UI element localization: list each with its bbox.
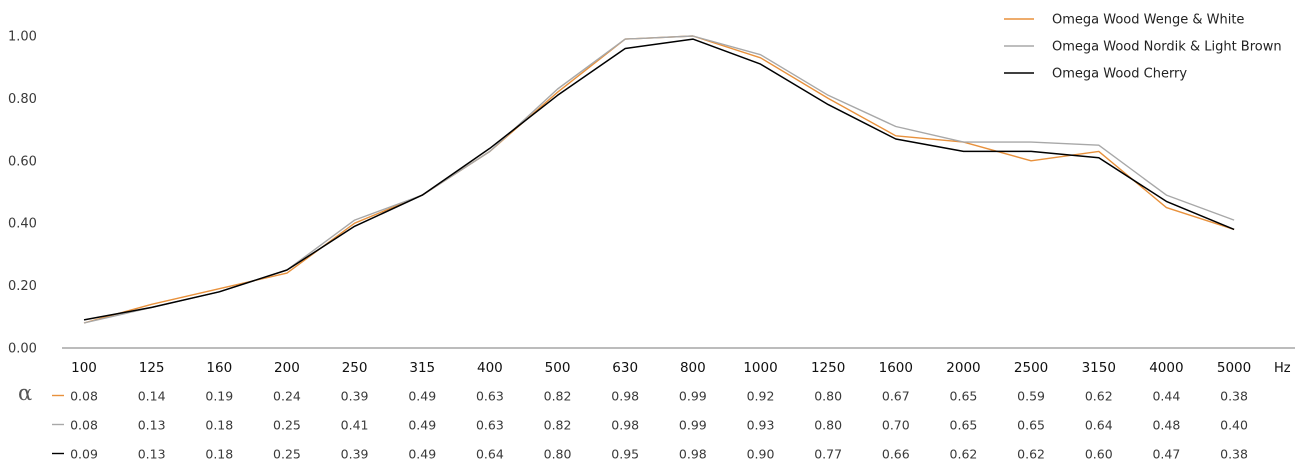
table-cell: 0.80 xyxy=(814,418,842,433)
table-cell: 0.98 xyxy=(611,418,639,433)
x-tick-label: 100 xyxy=(71,360,97,376)
table-cell: 0.13 xyxy=(138,447,166,462)
table-cell: 0.77 xyxy=(814,447,842,462)
table-cell: 0.64 xyxy=(476,447,504,462)
table-cell: 0.18 xyxy=(205,447,233,462)
y-tick-label: 0.00 xyxy=(8,342,37,357)
x-tick-label: 1600 xyxy=(879,360,913,376)
table-cell: 0.08 xyxy=(70,389,98,404)
value-table: α Hz 0.08 0.14 0.19 0.24 0.39 0.49 0.63 0.82 0.9… xyxy=(18,361,1291,462)
x-tick-label: 315 xyxy=(409,360,435,376)
table-cell: 0.38 xyxy=(1220,447,1248,462)
y-tick-label: 0.80 xyxy=(8,92,37,107)
table-cell: 0.24 xyxy=(273,389,301,404)
table-cell: 0.63 xyxy=(476,389,504,404)
x-tick-label: 3150 xyxy=(1082,360,1116,376)
table-cell: 0.18 xyxy=(205,418,233,433)
x-axis: 100 125 160 200 250 315 400 500 630 800 1000 1250 16… xyxy=(62,347,1295,376)
table-cell: 0.99 xyxy=(679,418,707,433)
x-tick-label: 2500 xyxy=(1014,360,1048,376)
table-cell: 0.25 xyxy=(273,418,301,433)
y-tick-label: 0.40 xyxy=(8,217,37,232)
y-tick-label: 0.20 xyxy=(8,279,37,294)
legend-label: Omega Wood Nordik & Light Brown xyxy=(1052,40,1282,55)
x-tick-label: 500 xyxy=(545,360,571,376)
table-cell: 0.93 xyxy=(747,418,775,433)
table-cell: 0.62 xyxy=(950,447,978,462)
table-cell: 0.60 xyxy=(1085,447,1113,462)
x-unit-label: Hz xyxy=(1274,361,1291,376)
table-cell: 0.66 xyxy=(882,447,910,462)
series-lines xyxy=(83,35,1235,324)
table-cell: 0.98 xyxy=(679,447,707,462)
y-tick-label: 0.60 xyxy=(8,154,37,169)
table-cell: 0.49 xyxy=(408,418,436,433)
table-cell: 0.70 xyxy=(882,418,910,433)
table-cell: 0.08 xyxy=(70,418,98,433)
alpha-symbol: α xyxy=(18,381,32,405)
table-cell: 0.39 xyxy=(341,447,369,462)
table-cell: 0.95 xyxy=(611,447,639,462)
x-tick-label: 5000 xyxy=(1217,360,1251,376)
table-cell: 0.65 xyxy=(950,418,978,433)
table-cell: 0.62 xyxy=(1085,389,1113,404)
table-cell: 0.65 xyxy=(1017,418,1045,433)
legend-label: Omega Wood Wenge & White xyxy=(1052,13,1244,28)
table-cell: 0.62 xyxy=(1017,447,1045,462)
x-tick-label: 1250 xyxy=(811,360,845,376)
table-cell: 0.65 xyxy=(950,389,978,404)
table-cell: 0.14 xyxy=(138,389,166,404)
table-cell: 0.67 xyxy=(882,389,910,404)
table-cell: 0.44 xyxy=(1152,389,1180,404)
table-cell: 0.92 xyxy=(747,389,775,404)
table-cell: 0.09 xyxy=(70,447,98,462)
table-cell: 0.19 xyxy=(205,389,233,404)
table-cell: 0.38 xyxy=(1220,389,1248,404)
y-tick-label: 1.00 xyxy=(8,30,37,45)
x-tick-label: 1000 xyxy=(743,360,777,376)
table-cell: 0.63 xyxy=(476,418,504,433)
x-tick-label: 200 xyxy=(274,360,300,376)
x-tick-label: 2000 xyxy=(946,360,980,376)
x-tick-label: 630 xyxy=(612,360,638,376)
table-cell: 0.13 xyxy=(138,418,166,433)
table-cell: 0.49 xyxy=(408,447,436,462)
table-cell: 0.47 xyxy=(1152,447,1180,462)
table-cell: 0.90 xyxy=(747,447,775,462)
table-cell: 0.99 xyxy=(679,389,707,404)
table-cell: 0.98 xyxy=(611,389,639,404)
legend: Omega Wood Wenge & White Omega Wood Nordi… xyxy=(1004,13,1282,82)
table-cell: 0.82 xyxy=(544,389,572,404)
table-cell: 0.48 xyxy=(1152,418,1180,433)
x-tick-label: 800 xyxy=(680,360,706,376)
table-cell: 0.64 xyxy=(1085,418,1113,433)
series-line-2 xyxy=(83,38,1235,321)
x-tick-label: 4000 xyxy=(1149,360,1183,376)
x-tick-label: 400 xyxy=(477,360,503,376)
x-tick-label: 160 xyxy=(206,360,232,376)
table-cell: 0.40 xyxy=(1220,418,1248,433)
table-cell: 0.49 xyxy=(408,389,436,404)
table-cell: 0.59 xyxy=(1017,389,1045,404)
table-cell: 0.41 xyxy=(341,418,369,433)
table-cell: 0.80 xyxy=(814,389,842,404)
table-cell: 0.80 xyxy=(544,447,572,462)
table-cell: 0.25 xyxy=(273,447,301,462)
table-cell: 0.39 xyxy=(341,389,369,404)
x-tick-label: 125 xyxy=(139,360,165,376)
y-axis: 0.00 0.20 0.40 0.60 0.80 1.00 xyxy=(8,30,37,357)
x-tick-label: 250 xyxy=(342,360,368,376)
legend-label: Omega Wood Cherry xyxy=(1052,67,1187,82)
table-cell: 0.82 xyxy=(544,418,572,433)
